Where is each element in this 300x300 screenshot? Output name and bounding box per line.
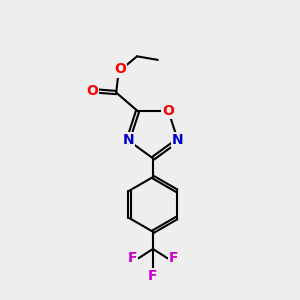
Text: N: N: [122, 133, 134, 147]
Text: O: O: [162, 104, 174, 118]
Text: F: F: [169, 251, 178, 266]
Text: F: F: [148, 269, 158, 283]
Text: F: F: [128, 251, 137, 266]
Text: O: O: [114, 62, 126, 76]
Text: N: N: [172, 133, 184, 147]
Text: O: O: [86, 84, 98, 98]
